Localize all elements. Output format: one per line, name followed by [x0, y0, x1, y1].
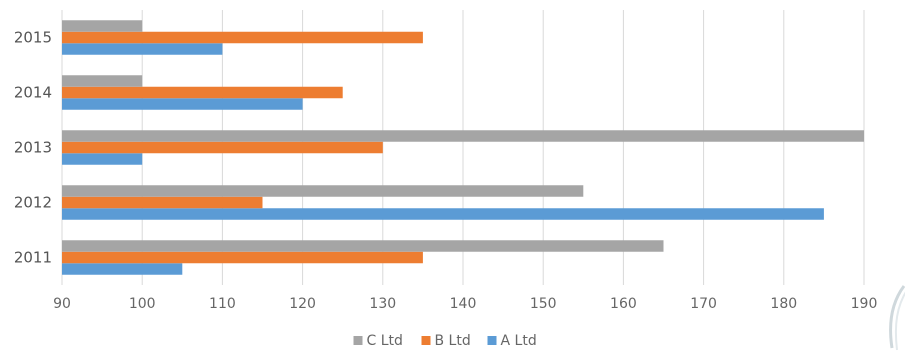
bar-c-ltd-2012: [62, 185, 584, 197]
y-category-label: 2012: [14, 194, 52, 212]
x-tick-label: 90: [53, 296, 71, 312]
bar-b-ltd-2011: [62, 251, 423, 264]
x-tick-label: 180: [770, 296, 797, 312]
x-tick-label: 160: [610, 296, 637, 312]
x-tick-label: 140: [450, 296, 477, 312]
bar-c-ltd-2013: [62, 130, 864, 142]
bar-c-ltd-2015: [62, 20, 143, 32]
bar-a-ltd-2012: [62, 208, 824, 220]
x-tick-label: 170: [690, 296, 717, 312]
x-tick-label: 120: [289, 296, 316, 312]
x-tick-label: 150: [530, 296, 557, 312]
bars: [62, 20, 864, 275]
bar-b-ltd-2014: [62, 86, 343, 99]
bar-a-ltd-2011: [62, 263, 183, 275]
legend-label-a-ltd: A Ltd: [501, 333, 537, 349]
bar-b-ltd-2013: [62, 141, 383, 154]
y-category-label: 2013: [14, 139, 52, 157]
legend-label-c-ltd: C Ltd: [367, 333, 403, 349]
legend-swatch-b-ltd: [421, 336, 431, 345]
bar-b-ltd-2012: [62, 196, 263, 209]
x-tick-label: 110: [209, 296, 236, 312]
y-category-label: 2015: [14, 29, 52, 47]
page-curl-decoration: [889, 285, 905, 351]
bar-b-ltd-2015: [62, 31, 423, 44]
bar-a-ltd-2015: [62, 43, 223, 55]
bar-c-ltd-2011: [62, 240, 664, 252]
x-tick-label: 100: [129, 296, 156, 312]
legend: C Ltd B Ltd A Ltd: [353, 333, 537, 349]
bar-a-ltd-2014: [62, 98, 303, 110]
bar-a-ltd-2013: [62, 153, 143, 165]
y-axis-categories: 2011 2012 2013 2014 2015: [14, 29, 52, 267]
legend-swatch-c-ltd: [353, 336, 363, 345]
y-category-label: 2011: [14, 249, 52, 267]
legend-label-b-ltd: B Ltd: [435, 333, 471, 349]
y-category-label: 2014: [14, 84, 52, 102]
bar-c-ltd-2014: [62, 75, 143, 87]
x-tick-label: 190: [851, 296, 878, 312]
x-axis-ticks: 90 100 110 120 130 140 150 160 170 180 190: [53, 296, 877, 312]
x-tick-label: 130: [369, 296, 396, 312]
legend-swatch-a-ltd: [487, 336, 497, 345]
